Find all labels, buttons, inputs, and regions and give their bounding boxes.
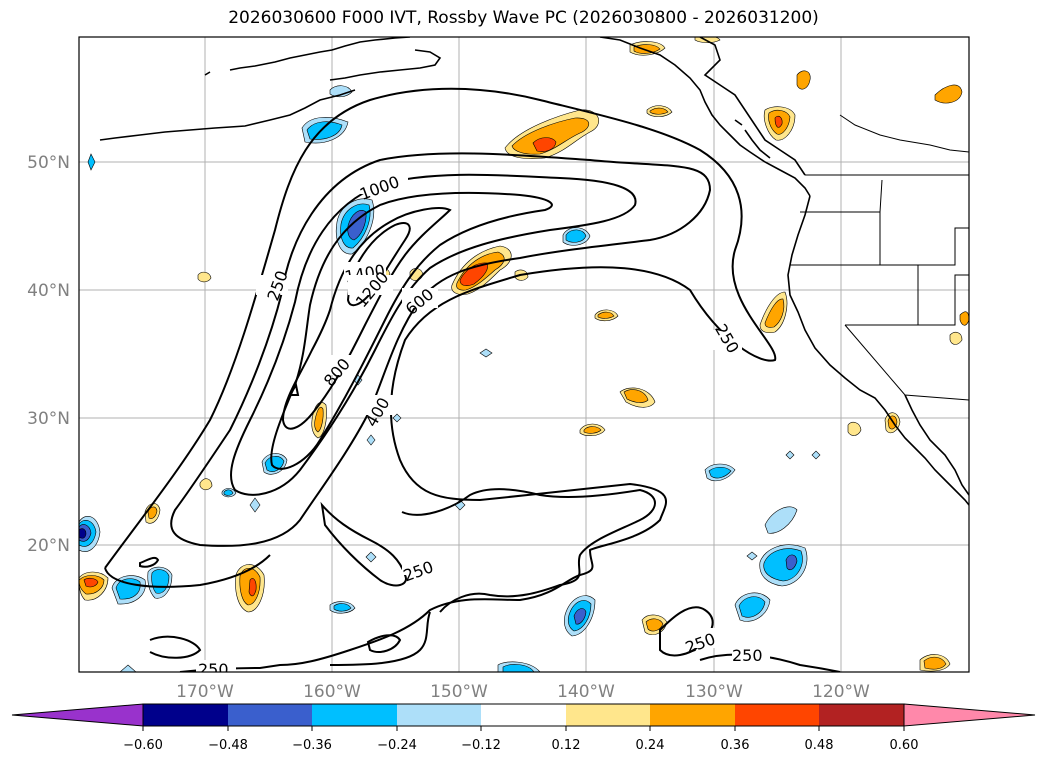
- colorbar-segment: [481, 704, 566, 726]
- colorbar: −0.60 −0.48 −0.36 −0.24 −0.12 0.12 0.24 …: [11, 703, 1036, 753]
- colorbar-tick: 0.24: [636, 738, 665, 753]
- contour-labels: 1000 1400 1200 600 800 400 250 250 250 2…: [196, 172, 770, 679]
- negative-anomalies: [79, 85, 821, 672]
- gridlines: [79, 37, 969, 672]
- colorbar-tick: −0.48: [208, 738, 248, 753]
- colorbar-segment: [735, 704, 819, 726]
- colorbar-tick: 0.12: [552, 738, 581, 753]
- colorbar-segment: [650, 704, 735, 726]
- colorbar-extend-min: [11, 703, 144, 727]
- contour-label-250-a: 250: [263, 268, 291, 303]
- colorbar-tick: 0.48: [805, 738, 834, 753]
- colorbar-tick: −0.12: [461, 738, 501, 753]
- colorbar-segment: [397, 704, 481, 726]
- lon-label-170w: 170°W: [176, 682, 234, 702]
- lat-label-50n: 50°N: [27, 153, 70, 173]
- map-title: 2026030600 F000 IVT, Rossby Wave PC (202…: [228, 8, 819, 28]
- colorbar-segment: [312, 704, 397, 726]
- colorbar-segment: [143, 704, 228, 726]
- lon-label-130w: 130°W: [685, 682, 743, 702]
- contour-label-250-f: 250: [198, 660, 229, 679]
- latitude-labels: 50°N 40°N 30°N 20°N: [27, 153, 70, 556]
- coastlines: [99, 37, 969, 506]
- colorbar-segment: [566, 704, 650, 726]
- lat-label-20n: 20°N: [27, 536, 70, 556]
- colorbar-tick: 0.36: [721, 738, 750, 753]
- lat-label-30n: 30°N: [27, 409, 70, 429]
- lon-label-120w: 120°W: [812, 682, 870, 702]
- lon-label-140w: 140°W: [557, 682, 615, 702]
- map-plot-area: 1000 1400 1200 600 800 400 250 250 250 2…: [79, 37, 969, 679]
- colorbar-tick: −0.24: [377, 738, 417, 753]
- lat-label-40n: 40°N: [27, 281, 70, 301]
- positive-anomalies: [79, 37, 969, 672]
- colorbar-segment: [228, 704, 312, 726]
- colorbar-extend-max: [903, 703, 1036, 727]
- lon-label-160w: 160°W: [303, 682, 361, 702]
- lon-label-150w: 150°W: [430, 682, 488, 702]
- state-borders: [790, 114, 969, 401]
- contour-label-250-e: 250: [732, 646, 763, 665]
- ivt-contours: [104, 87, 841, 672]
- colorbar-tick: 0.60: [890, 738, 919, 753]
- map-frame: [78, 36, 970, 673]
- colorbar-segment: [819, 704, 904, 726]
- colorbar-tick: −0.36: [292, 738, 332, 753]
- colorbar-tick: −0.60: [123, 738, 163, 753]
- longitude-labels: 170°W 160°W 150°W 140°W 130°W 120°W: [176, 682, 870, 702]
